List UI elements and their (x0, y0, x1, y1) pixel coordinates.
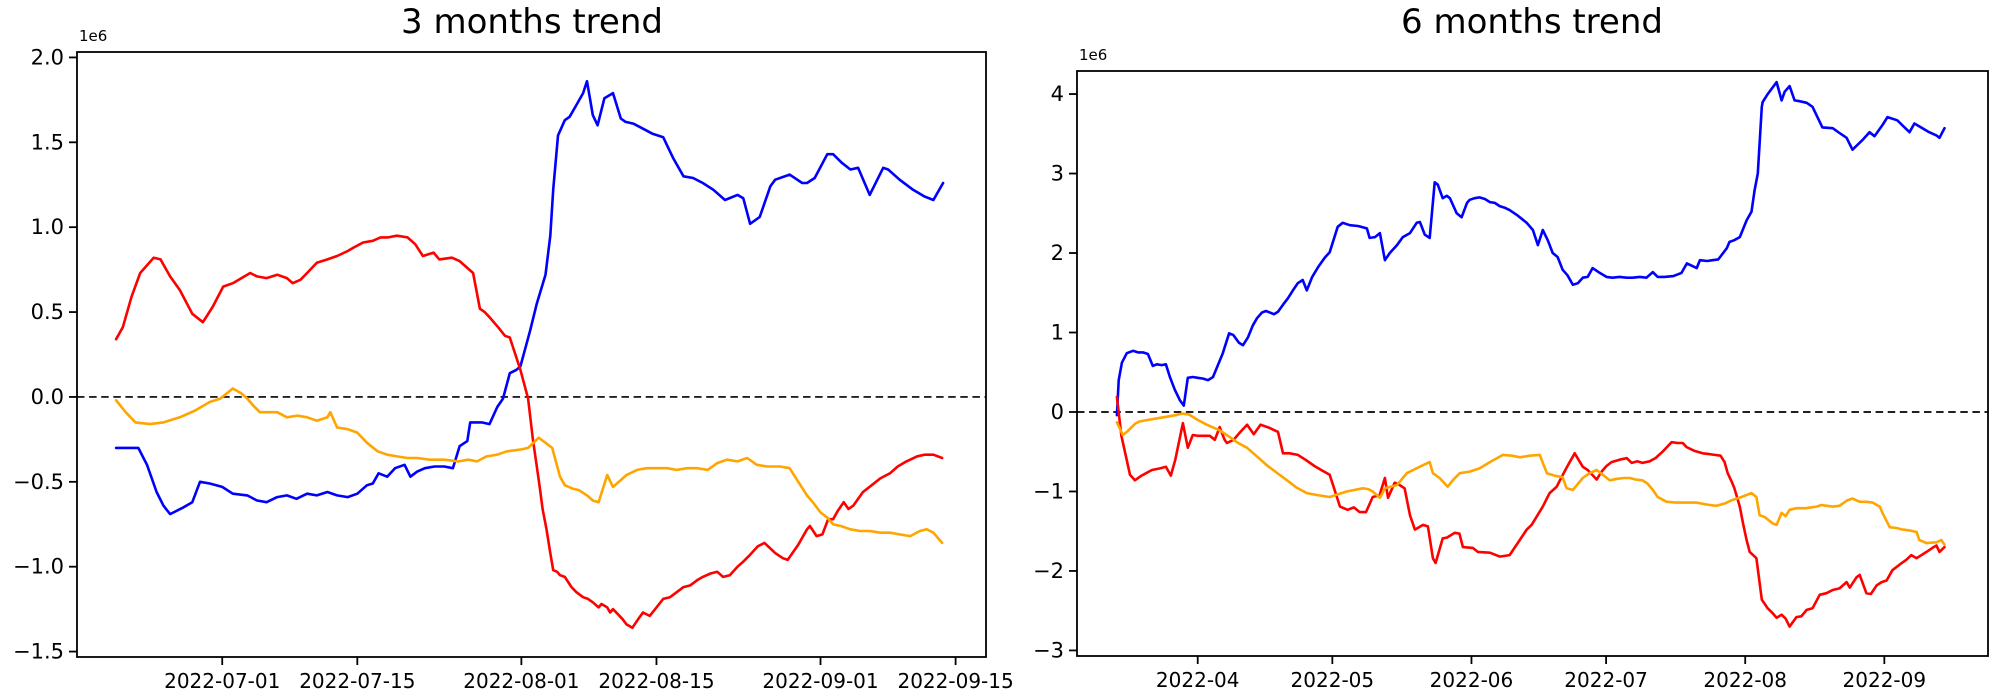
y-tick-label-right: 2 (1051, 241, 1064, 265)
y-tick-label-left: −1.5 (13, 640, 64, 664)
chart-left: 2.0 1.5 1.0 0.5 0.0 −0.5 −1.0 −1.5 2022-07-01 202… (13, 27, 1014, 693)
y-tick-label-left: −0.5 (13, 470, 64, 494)
x-tick-label-left: 2022-07-01 (164, 669, 280, 693)
orange-series-line-left (114, 387, 944, 545)
x-tick-label-left: 2022-08-01 (463, 669, 579, 693)
y-tick-label-right: −2 (1033, 559, 1064, 583)
chart-title-3-months-trend: 3 months trend (401, 2, 663, 42)
y-axis-offset-label-right: 1e6 (1079, 46, 1107, 64)
x-tick-label-right: 2022-06 (1430, 668, 1514, 692)
chart-right: 4 3 2 1 0 −1 −2 −3 2022-04 2022-05 2022-06 2022-07 2… (1033, 46, 1989, 692)
x-tick-label-left: 2022-07-15 (299, 669, 415, 693)
chart-title-6-months-trend: 6 months trend (1401, 2, 1663, 42)
y-tick-label-right: 3 (1051, 162, 1064, 186)
y-tick-label-left: 2.0 (31, 45, 64, 69)
y-tick-label-left: 0.0 (31, 385, 64, 409)
orange-series-line-right (1115, 412, 1946, 547)
y-tick-label-right: −1 (1033, 479, 1064, 503)
x-tick-label-right: 2022-05 (1291, 668, 1375, 692)
y-tick-label-right: 4 (1051, 82, 1064, 106)
x-tick-label-left: 2022-09-01 (762, 669, 878, 693)
red-series-line-left (114, 234, 944, 630)
red-series-line-right (1115, 395, 1946, 628)
axes-box-left (76, 51, 987, 658)
y-tick-label-left: 1.5 (31, 130, 64, 154)
x-tick-label-right: 2022-08 (1703, 668, 1787, 692)
axes-box-right (1076, 70, 1989, 657)
y-tick-label-left: 0.5 (31, 300, 64, 324)
y-tick-label-right: 0 (1051, 400, 1064, 424)
y-tick-label-left: 1.0 (31, 215, 64, 239)
x-tick-label-right: 2022-07 (1564, 668, 1648, 692)
y-tick-label-right: −3 (1033, 638, 1064, 662)
y-axis-offset-label-left: 1e6 (79, 27, 107, 45)
x-tick-label-right: 2022-09 (1843, 668, 1927, 692)
y-tick-label-right: 1 (1051, 321, 1064, 345)
blue-series-line-right (1115, 80, 1946, 417)
blue-series-line-left (114, 79, 945, 516)
y-tick-label-left: −1.0 (13, 555, 64, 579)
x-tick-label-left: 2022-08-15 (598, 669, 714, 693)
x-tick-label-left: 2022-09-15 (897, 669, 1013, 693)
x-tick-label-right: 2022-04 (1156, 668, 1240, 692)
